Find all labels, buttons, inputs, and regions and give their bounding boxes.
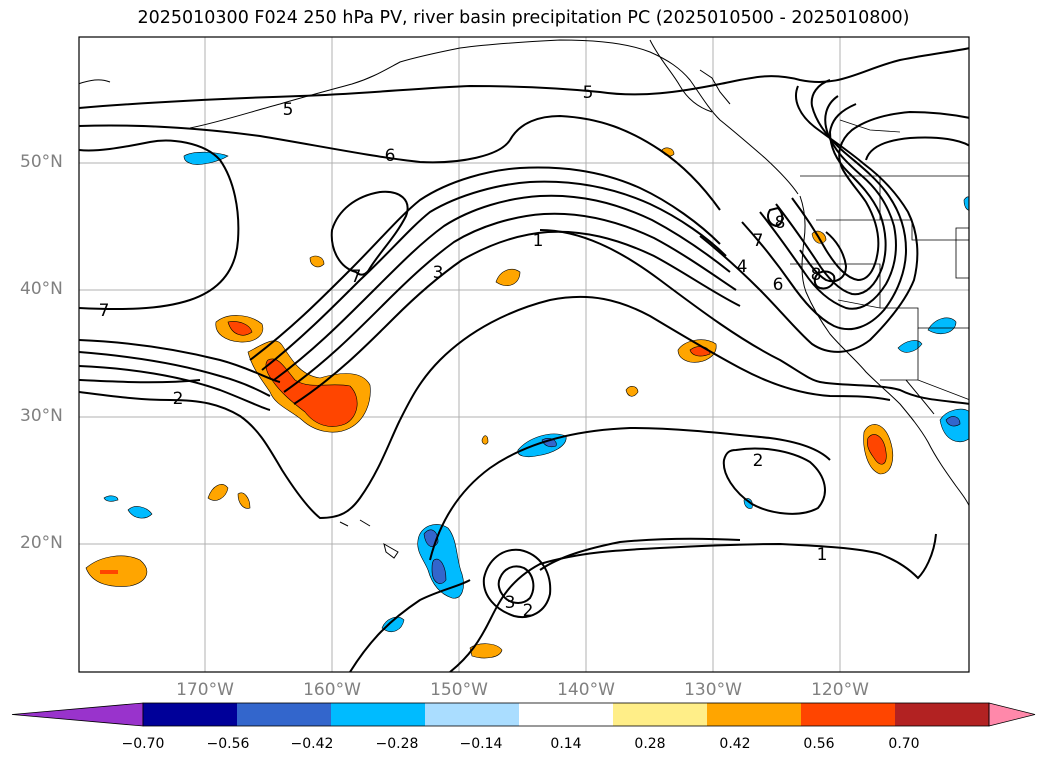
lon-label: 150°W (430, 680, 488, 700)
precip-positive-area (309, 255, 325, 268)
pv-contour-3 (482, 548, 552, 618)
contour-labels: 5 6 7 7 3 1 7 4 6 8 8 2 2 1 3 2 5 (99, 83, 828, 621)
lon-label: 140°W (557, 680, 615, 700)
contour-label: 7 (753, 231, 764, 251)
lon-label: 160°W (303, 680, 361, 700)
lon-label: 170°W (176, 680, 234, 700)
lat-label: 40°N (20, 279, 63, 299)
lat-label: 30°N (20, 406, 63, 426)
contour-label: 7 (99, 301, 110, 321)
lat-label: 50°N (20, 152, 63, 172)
colorbar-segment (613, 703, 708, 726)
precip-negative-core (945, 416, 961, 427)
pv-contour-1-large (539, 229, 969, 405)
map-title: 2025010300 F024 250 hPa PV, river basin … (137, 8, 910, 28)
pv-contour-4-ridge (699, 85, 919, 353)
map-background (79, 37, 969, 672)
contour-label: 3 (505, 593, 516, 613)
contour-label: 8 (775, 213, 786, 233)
colorbar-tick: 0.42 (719, 736, 751, 752)
contour-label: 4 (737, 257, 748, 277)
precip-negative-area (381, 616, 405, 632)
colorbar-segment (237, 703, 332, 726)
pv-contour-7 (79, 139, 240, 311)
lat-label: 20°N (20, 533, 63, 553)
precip-positive-area (469, 643, 503, 659)
contour-label: 3 (433, 263, 444, 283)
contour-label: 2 (173, 389, 184, 409)
contour-label: 6 (773, 275, 784, 295)
precip-positive-area (207, 484, 229, 501)
contour-label: 2 (753, 451, 764, 471)
precip-negative-core (431, 558, 447, 584)
precip-positive-area (100, 570, 118, 574)
pv-contour-2-low (722, 447, 826, 515)
precip-negative-area (183, 151, 229, 165)
colorbar-segment (331, 703, 426, 726)
colorbar-extend-min (11, 702, 144, 727)
contour-label: 2 (523, 601, 534, 621)
colorbar-tick: 0.28 (634, 736, 666, 752)
contour-label: 6 (385, 146, 396, 166)
precip-negative-area (963, 196, 969, 211)
coastlines (79, 39, 969, 559)
colorbar-extend-max (988, 702, 1036, 727)
contour-label: 8 (811, 265, 822, 285)
colorbar-tick: −0.56 (206, 736, 250, 752)
colorbar-tick: −0.42 (290, 736, 334, 752)
pv-contour-5 (79, 47, 969, 109)
contour-label: 5 (583, 83, 594, 103)
precip-negative-area (103, 495, 119, 502)
lon-label: 130°W (684, 680, 742, 700)
colorbar-tick: −0.28 (375, 736, 419, 752)
contour-label: 5 (283, 100, 294, 120)
precip-positive-area (625, 386, 639, 397)
colorbar-segment (143, 703, 238, 726)
colorbar-segment (519, 703, 614, 726)
colorbar-tick: −0.14 (459, 736, 503, 752)
precip-positive-area (495, 269, 521, 286)
precip-positive-area (237, 492, 251, 509)
colorbar-tick: 0.14 (550, 736, 582, 752)
precip-positive-area (227, 321, 253, 336)
colorbar-segment (707, 703, 802, 726)
pv-contours (79, 47, 969, 672)
pv-contour-1-low (449, 533, 937, 672)
precip-negative-area (127, 506, 153, 519)
precip-positive-area (866, 434, 887, 465)
lon-label: 120°W (811, 680, 869, 700)
colorbar-segment (895, 703, 990, 726)
precip-positive-area (481, 435, 489, 445)
contour-label: 1 (533, 231, 544, 251)
precip-negative-area (897, 340, 923, 353)
contour-label: 7 (351, 267, 362, 287)
colorbar-segment (425, 703, 520, 726)
map-frame (78, 36, 970, 673)
pv-contour-6 (79, 114, 721, 211)
colorbar (11, 702, 1036, 727)
colorbar-tick: −0.70 (121, 736, 165, 752)
pv-contour-2 (79, 391, 401, 520)
pv-contour-7 (330, 190, 409, 276)
contour-label: 1 (817, 545, 828, 565)
precip-negative-area (927, 317, 957, 334)
colorbar-tick: 0.70 (888, 736, 920, 752)
colorbar-segment (801, 703, 896, 726)
colorbar-tick: 0.56 (803, 736, 835, 752)
